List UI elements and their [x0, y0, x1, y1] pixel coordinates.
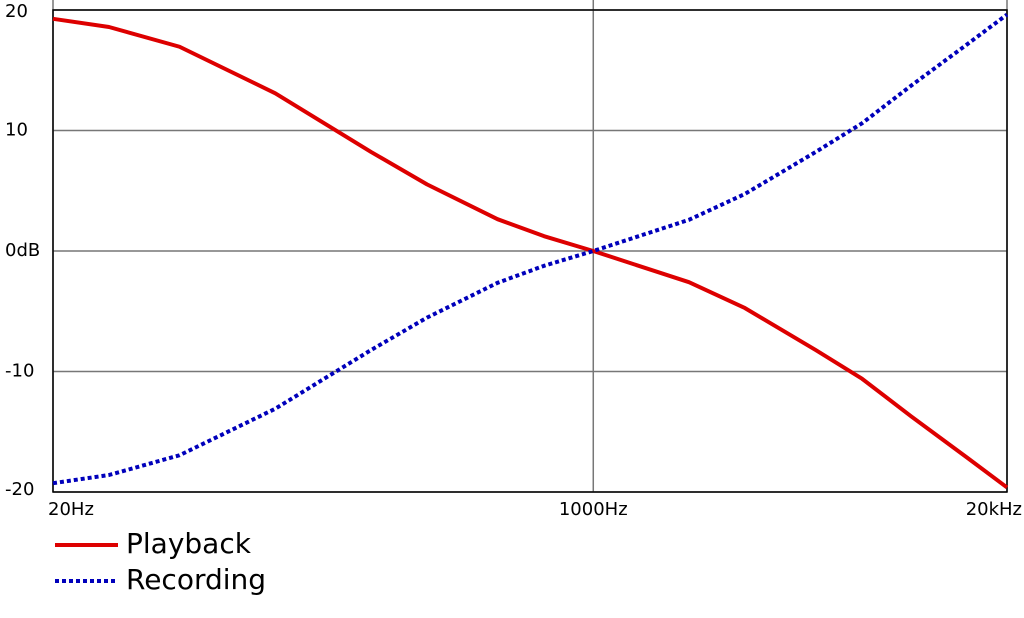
legend-label: Recording: [126, 563, 266, 596]
y-tick-label: -10: [5, 361, 34, 382]
y-tick-label: -20: [5, 479, 34, 500]
plot-frame: [52, 9, 1008, 493]
y-tick-label: 10: [5, 120, 28, 141]
x-tick-label: 20kHz: [966, 499, 1022, 520]
series-line: [52, 12, 1009, 486]
series-line: [52, 16, 1009, 490]
x-tick-label: 20Hz: [48, 499, 94, 520]
legend-label: Playback: [126, 527, 252, 560]
x-tick-label: 1000Hz: [559, 499, 628, 520]
y-tick-label: 20: [5, 1, 28, 22]
y-tick-label: 0dB: [5, 240, 40, 261]
